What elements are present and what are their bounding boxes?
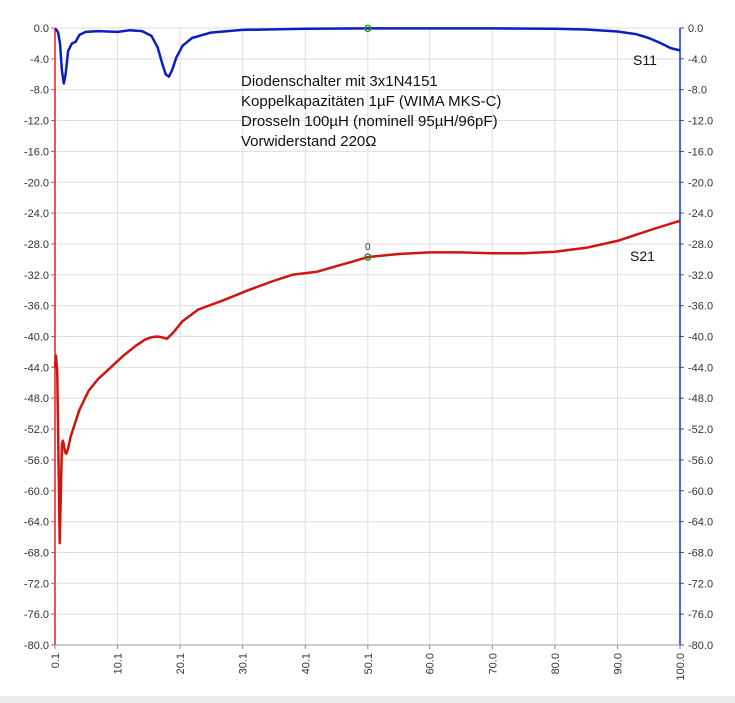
x-tick-label: 10.1	[113, 653, 125, 674]
y-tick-label-right: 0.0	[688, 23, 703, 35]
y-tick-label-left: -40.0	[24, 332, 49, 344]
y-tick-label-left: -44.0	[24, 362, 49, 374]
y-tick-label-left: -28.0	[24, 239, 49, 251]
series-layer	[53, 24, 681, 545]
y-tick-label-left: -72.0	[24, 578, 49, 590]
x-tick-label: 70.0	[487, 653, 499, 674]
x-tick-label: 40.1	[300, 653, 312, 674]
y-tick-label-right: -60.0	[688, 486, 713, 498]
y-tick-label-left: -8.0	[30, 85, 49, 97]
y-tick-label-right: -24.0	[688, 208, 713, 220]
x-tick-label: 0.1	[50, 653, 62, 668]
marker-point-s11	[364, 24, 372, 33]
y-tick-label-left: -80.0	[24, 640, 49, 652]
y-tick-label-right: -32.0	[688, 270, 713, 282]
series-line-s11	[54, 27, 681, 85]
y-tick-label-left: -52.0	[24, 424, 49, 436]
chart-annotation: Diodenschalter mit 3x1N4151 Koppelkapazi…	[241, 72, 501, 152]
series-label-s21: S21	[630, 248, 655, 264]
series-line-s21	[53, 219, 681, 545]
y-tick-label-right: -4.0	[688, 54, 707, 66]
labels: 0.0 0.0 -4.0 -4.0 -8.0 -8.0 -12.0 -12.0 -16.0 -16…	[24, 23, 713, 681]
y-tick-label-right: -52.0	[688, 424, 713, 436]
y-tick-label-left: -4.0	[30, 54, 49, 66]
y-tick-label-left: -16.0	[24, 146, 49, 158]
axes	[51, 27, 684, 649]
y-tick-label-right: -16.0	[688, 146, 713, 158]
y-tick-label-right: -28.0	[688, 239, 713, 251]
y-tick-label-right: -68.0	[688, 547, 713, 559]
annotation-line-2: Koppelkapazitäten 1µF (WIMA MKS-C)	[241, 93, 502, 110]
grid-lines	[54, 27, 681, 646]
x-tick-label: 30.1	[238, 653, 250, 674]
series-label-s11: S11	[633, 52, 657, 68]
y-tick-label-left: -12.0	[24, 116, 49, 128]
y-tick-label-right: -76.0	[688, 609, 713, 621]
y-tick-label-left: 0.0	[34, 23, 49, 35]
y-tick-label-left: -20.0	[24, 177, 49, 189]
annotation-line-1: Diodenschalter mit 3x1N4151	[241, 73, 438, 90]
annotation-line-3: Drosseln 100µH (nominell 95µH/96pF)	[241, 113, 498, 130]
y-tick-label-left: -24.0	[24, 208, 49, 220]
y-tick-label-right: -40.0	[688, 332, 713, 344]
annotation-line-4: Vorwiderstand 220Ω	[241, 133, 377, 150]
x-tick-label: 60.0	[425, 653, 437, 674]
y-tick-label-left: -48.0	[24, 393, 49, 405]
y-tick-label-left: -64.0	[24, 517, 49, 529]
y-tick-label-right: -56.0	[688, 455, 713, 467]
y-tick-label-right: -64.0	[688, 517, 713, 529]
x-tick-label: 90.0	[612, 653, 624, 674]
marker-point-s21	[364, 253, 372, 261]
y-tick-label-left: -68.0	[24, 547, 49, 559]
y-tick-label-left: -60.0	[24, 486, 49, 498]
bottom-scroll-strip	[0, 696, 735, 703]
y-tick-label-right: -8.0	[688, 85, 707, 97]
y-tick-label-right: -12.0	[688, 116, 713, 128]
y-tick-label-right: -72.0	[688, 578, 713, 590]
x-tick-label: 20.1	[175, 653, 187, 674]
y-tick-label-left: -36.0	[24, 301, 49, 313]
y-tick-label-right: -80.0	[688, 640, 713, 652]
x-tick-label: 50.1	[363, 653, 375, 674]
marker-label: 0	[365, 242, 371, 253]
y-tick-label-right: -20.0	[688, 177, 713, 189]
y-tick-label-right: -44.0	[688, 362, 713, 374]
x-tick-label: 100.0	[675, 653, 687, 681]
y-tick-label-right: -36.0	[688, 301, 713, 313]
y-tick-label-right: -48.0	[688, 393, 713, 405]
y-tick-label-left: -56.0	[24, 455, 49, 467]
x-tick-label: 80.0	[550, 653, 562, 674]
y-tick-label-left: -32.0	[24, 270, 49, 282]
y-tick-label-left: -76.0	[24, 609, 49, 621]
